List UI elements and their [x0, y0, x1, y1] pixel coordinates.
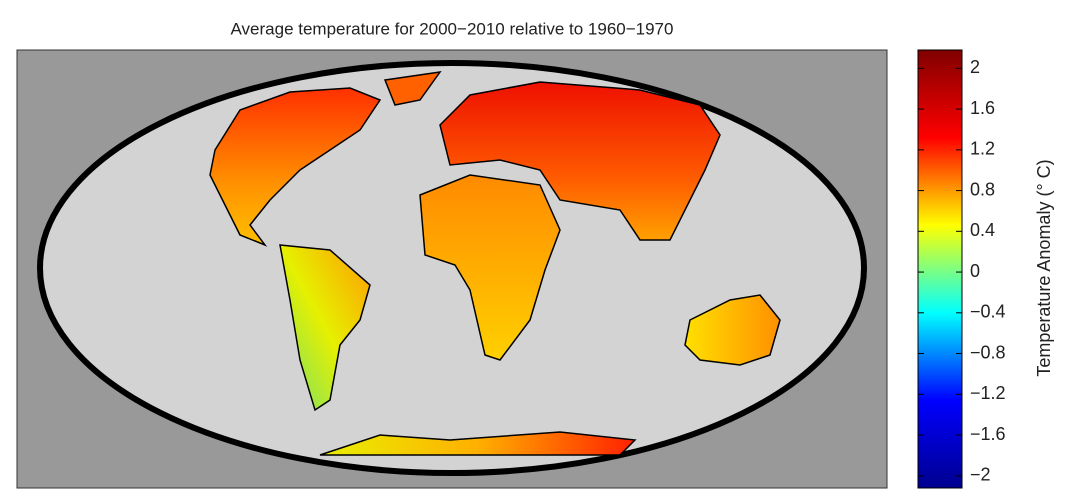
colorbar-label: Temperature Anomaly (° C): [1034, 159, 1054, 376]
tick-label: −2: [970, 465, 991, 485]
tick-label: −0.4: [970, 302, 1006, 322]
tick-label: 1.6: [970, 98, 995, 118]
tick-label: 0.4: [970, 220, 995, 240]
greenland: [383, 71, 442, 106]
tick-label: −1.2: [970, 383, 1006, 403]
colorbar: [917, 49, 963, 489]
australia: [684, 294, 781, 366]
tick-label: 2: [970, 57, 980, 77]
north-america: [209, 87, 382, 247]
tick-label: −1.6: [970, 424, 1006, 444]
africa: [419, 174, 561, 361]
tick-label: 0: [970, 261, 980, 281]
antarctica: [319, 431, 637, 456]
title: Average temperature for 2000−2010 relati…: [231, 19, 674, 38]
eurasia: [439, 81, 721, 241]
tick-label: 0.8: [970, 179, 995, 199]
south-america: [279, 244, 371, 412]
tick-label: −0.8: [970, 342, 1006, 362]
tick-label: 1.2: [970, 139, 995, 159]
